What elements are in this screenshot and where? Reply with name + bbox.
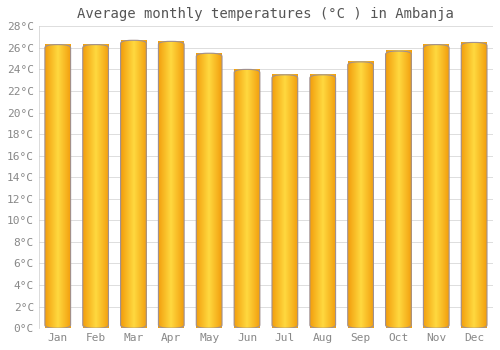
Title: Average monthly temperatures (°C ) in Ambanja: Average monthly temperatures (°C ) in Am… — [78, 7, 454, 21]
